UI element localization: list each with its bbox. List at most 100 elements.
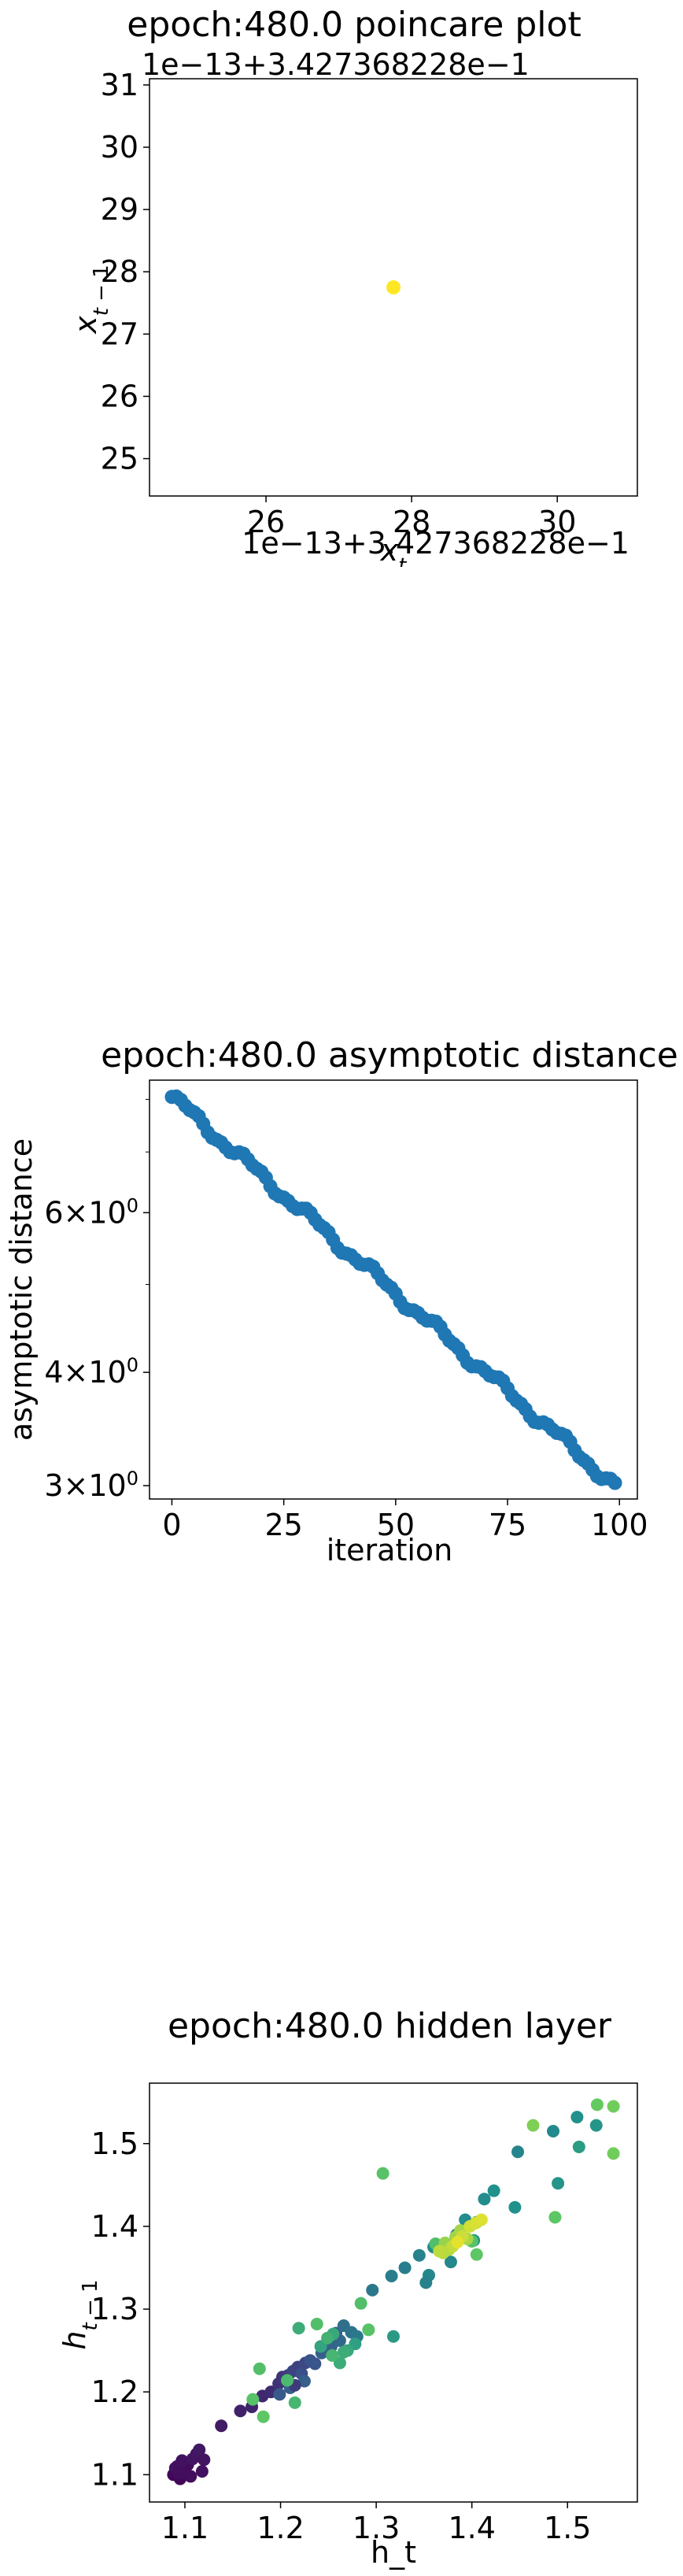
data-point [281, 2374, 294, 2387]
x-tick-label: 75 [489, 1508, 526, 1542]
chart-title: epoch:480.0 hidden layer [168, 2006, 612, 2046]
y-tick-label: 28 [101, 254, 138, 289]
poincare-plot-panel: epoch:480.0 poincare plot 1e−13+3.427368… [0, 0, 683, 578]
y-tick-label: 30 [101, 130, 138, 165]
data-point [547, 2124, 560, 2137]
data-point [337, 2345, 350, 2359]
data-point [548, 2211, 562, 2224]
x-tick-label: 1.5 [544, 2511, 591, 2545]
y-axis-ticks: 25 26 27 28 29 30 31 [101, 68, 150, 476]
x-offset-label: 1e−13+3.427368228e−1 [242, 526, 629, 561]
data-point [385, 2269, 398, 2282]
x-tick-label: 1.2 [257, 2511, 304, 2545]
data-point [172, 2467, 186, 2480]
data-point [589, 2119, 603, 2132]
y-tick-label: 1.4 [91, 2209, 138, 2244]
data-point [175, 2454, 189, 2467]
data-point [246, 2393, 260, 2406]
data-point [478, 2193, 491, 2206]
data-point [398, 2261, 412, 2274]
data-point [387, 2330, 400, 2343]
x-axis-label: iteration [327, 1533, 453, 1567]
data-point [487, 2184, 500, 2197]
y-axis-label: asymptotic distance [4, 1138, 39, 1441]
y-tick-label: 1.1 [91, 2457, 138, 2492]
data-point [451, 2235, 464, 2248]
data-point [607, 2147, 620, 2160]
data-point [326, 2348, 339, 2362]
data-point [412, 2248, 426, 2262]
data-point [321, 2331, 334, 2345]
data-point [273, 2388, 286, 2401]
y-axis-label: ht − 1 [57, 2279, 102, 2349]
data-point [570, 2111, 584, 2124]
data-point [526, 2119, 540, 2132]
data-points [167, 2098, 620, 2485]
x-tick-label: 0 [162, 1508, 181, 1542]
x-tick-label: 26 [247, 505, 285, 539]
x-tick-label: 28 [393, 505, 430, 539]
data-point [215, 2419, 228, 2433]
y-tick-label: 25 [101, 442, 138, 476]
data-point [607, 1475, 622, 1490]
x-tick-label: 25 [264, 1508, 302, 1542]
data-point [308, 2357, 322, 2371]
y-tick-label: 31 [101, 68, 138, 102]
data-point [419, 2276, 433, 2289]
data-point [386, 280, 401, 294]
data-point [572, 2140, 585, 2153]
y-tick-label: 1.3 [91, 2292, 138, 2326]
data-point [511, 2145, 525, 2159]
data-point [444, 2256, 457, 2269]
data-point [288, 2396, 301, 2409]
data-point [590, 2098, 604, 2112]
x-tick-label: 50 [377, 1508, 415, 1542]
data-point [433, 2245, 446, 2258]
x-axis-ticks: 26 28 30 [247, 496, 576, 539]
data-point [354, 2297, 367, 2310]
y-tick-label: 3×100 [44, 1468, 138, 1503]
data-point [292, 2322, 305, 2335]
y-tick-label: 1.2 [91, 2374, 138, 2409]
data-point [362, 2323, 375, 2337]
y-tick-label: 6×100 [44, 1194, 138, 1230]
data-point [195, 2465, 209, 2478]
y-offset-label: 1e−13+3.427368228e−1 [142, 47, 530, 82]
data-point [607, 2100, 620, 2113]
data-point [470, 2248, 483, 2261]
y-tick-label: 26 [101, 379, 138, 413]
chart-title: epoch:480.0 poincare plot [127, 5, 581, 45]
plot-frame [149, 2082, 638, 2503]
data-point [193, 2443, 206, 2456]
asymptotic-distance-chart: epoch:480.0 asymptotic distance 0 25 50 75 1… [4, 1035, 678, 1567]
chart-title: epoch:480.0 asymptotic distance [101, 1035, 678, 1075]
data-point [234, 2404, 247, 2418]
y-axis-ticks: 1.1 1.2 1.3 1.4 1.5 [91, 2126, 150, 2492]
data-point [474, 2213, 488, 2226]
data-point [552, 2177, 565, 2190]
data-point [310, 2317, 323, 2330]
x-tick-label: 100 [591, 1508, 648, 1542]
data-points [164, 1089, 622, 1490]
x-tick-label: 1.1 [161, 2511, 209, 2545]
data-point [257, 2410, 270, 2423]
x-tick-label: 30 [538, 505, 576, 539]
data-point [253, 2362, 266, 2375]
data-points [386, 280, 401, 294]
data-point [366, 2283, 379, 2297]
x-tick-label: 1.4 [448, 2511, 495, 2545]
y-tick-label: 4×100 [44, 1354, 138, 1390]
x-axis-label: h_t [371, 2535, 416, 2570]
y-tick-label: 1.5 [91, 2126, 138, 2161]
x-axis-ticks: 1.1 1.2 1.3 1.4 1.5 [161, 2502, 591, 2545]
data-point [376, 2167, 389, 2180]
hidden-layer-panel: epoch:480.0 hidden layer 1.1 1.2 1.3 1.4 1.5… [0, 1968, 683, 2573]
data-point [508, 2200, 522, 2214]
y-tick-label: 29 [101, 192, 138, 227]
data-point [198, 2453, 211, 2467]
data-point [184, 2470, 198, 2483]
y-tick-label: 27 [101, 316, 138, 351]
data-point [297, 2374, 311, 2388]
x-tick-label: 1.3 [353, 2511, 400, 2545]
y-axis-ticks: 3×100 4×100 6×100 [44, 1098, 150, 1503]
